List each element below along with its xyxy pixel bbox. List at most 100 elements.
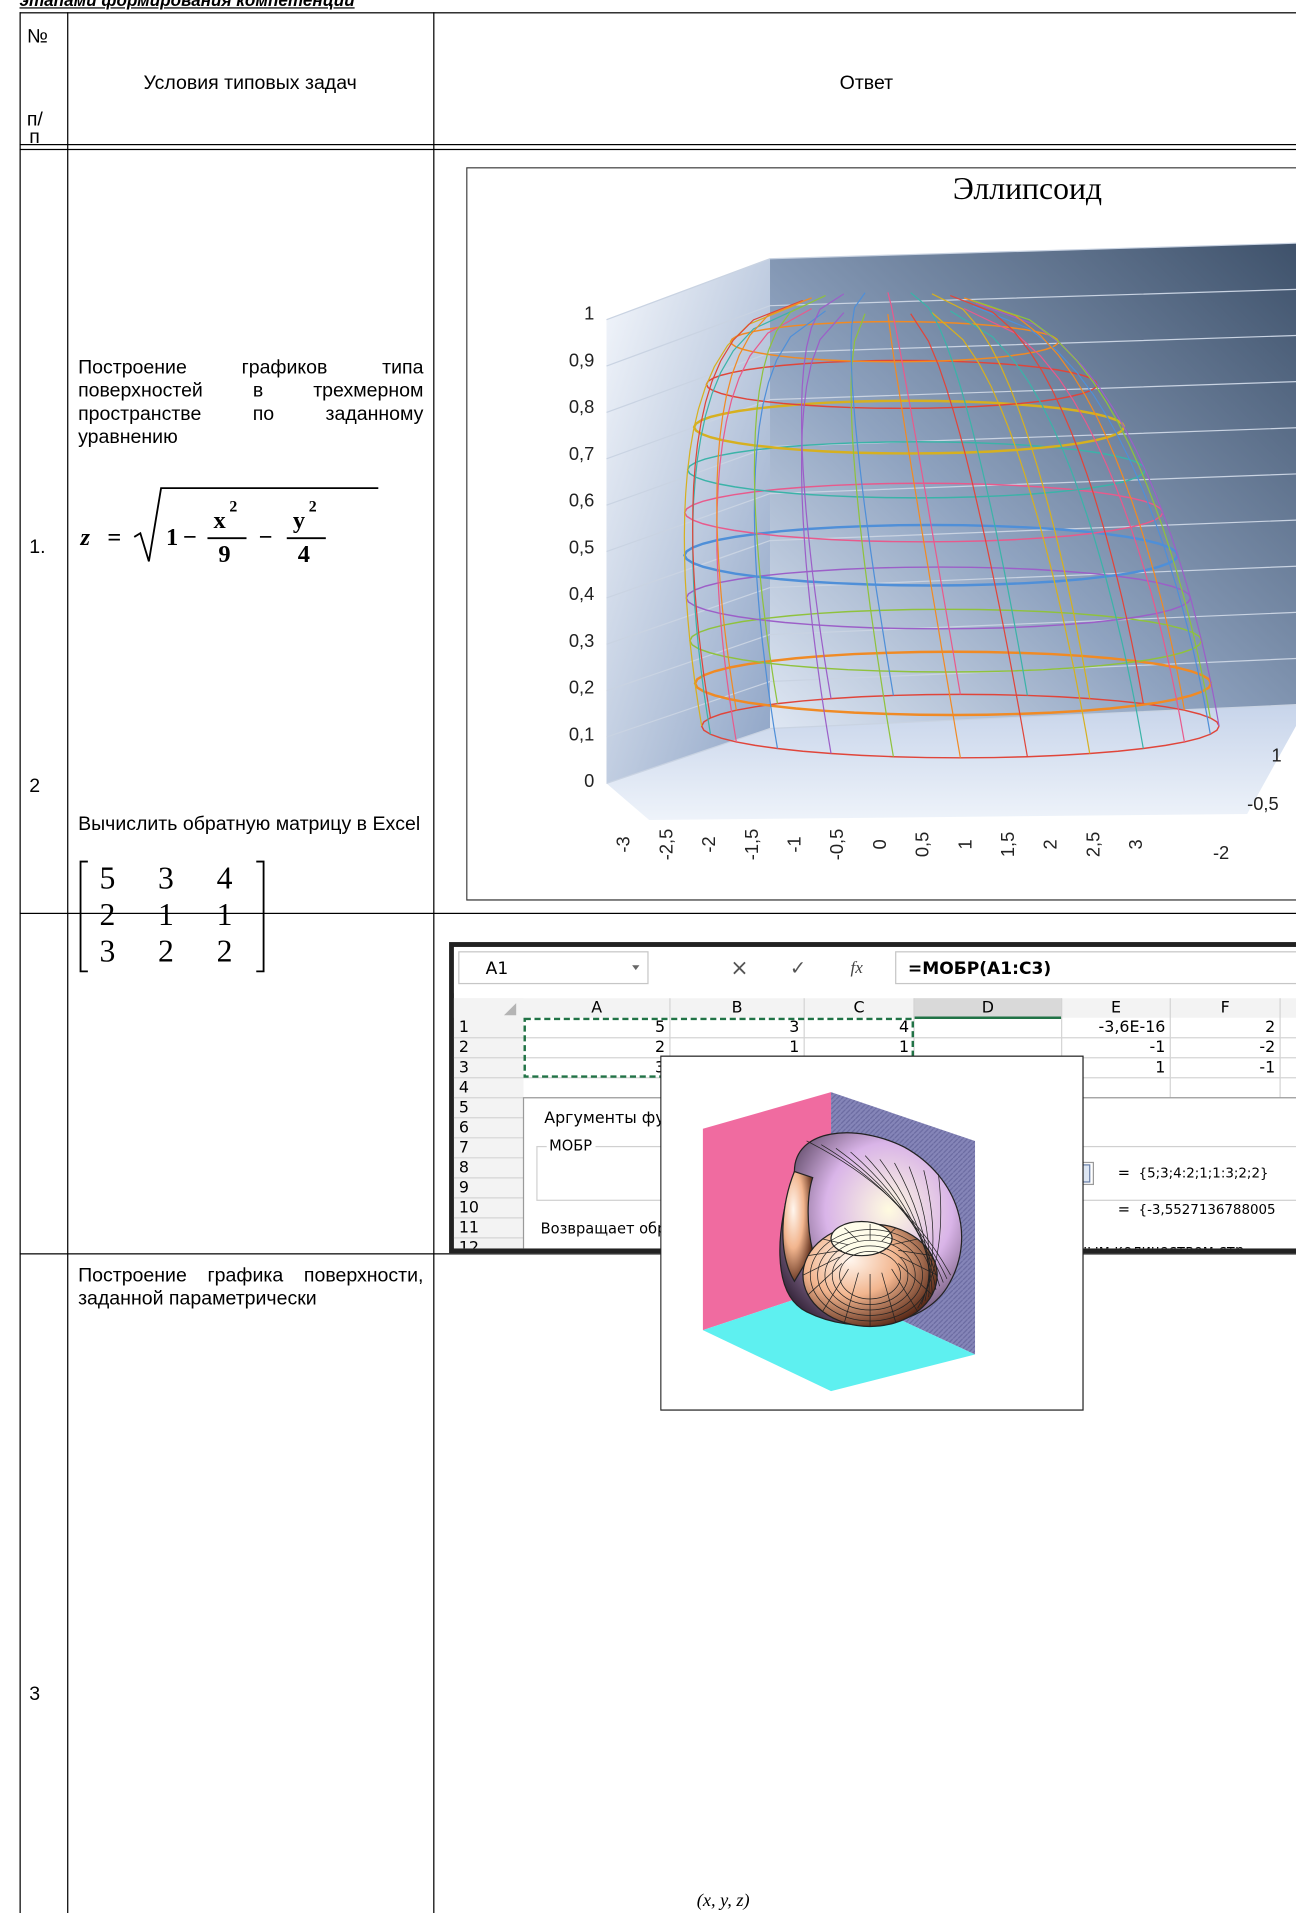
formula-token: = xyxy=(107,524,121,551)
formula-token: 4 xyxy=(298,541,310,568)
matrix-entry: 3 xyxy=(158,860,174,895)
cell: 3 xyxy=(789,1017,799,1036)
mesh-meridian xyxy=(910,313,1028,757)
enter-button: ✓ xyxy=(790,956,806,979)
matrix-entry: 5 xyxy=(99,860,115,895)
x-tick-label: 1 xyxy=(954,839,975,849)
mesh-meridian xyxy=(931,312,1091,754)
z-tick-label: 0,6 xyxy=(569,490,594,511)
column-header: F xyxy=(1221,997,1230,1016)
cell: 4 xyxy=(899,1017,909,1036)
z-tick-label: 1 xyxy=(584,303,594,324)
row-header: 12 xyxy=(459,1237,479,1253)
column-header: C xyxy=(854,997,865,1016)
column-header: B xyxy=(732,997,743,1016)
name-box-text: A1 xyxy=(486,959,509,979)
table-border xyxy=(19,1253,1296,1255)
mesh-meridian xyxy=(975,302,1220,727)
dropdown xyxy=(632,965,640,971)
mesh-meridian xyxy=(950,294,1144,704)
y-tick-label: -0,5 xyxy=(1247,793,1279,814)
mesh-meridian xyxy=(683,302,801,727)
column-header: E xyxy=(1111,997,1121,1016)
head-num: п/ xyxy=(26,109,43,131)
z-tick-label: 0,1 xyxy=(569,723,594,744)
row-header: 1 xyxy=(459,1017,469,1036)
cell: 2 xyxy=(655,1037,665,1056)
x-tick-label: -0,5 xyxy=(826,829,847,861)
grid-line xyxy=(606,381,1296,460)
row-header: 7 xyxy=(459,1137,469,1156)
z-tick-label: 0,4 xyxy=(569,583,594,604)
table-border xyxy=(19,143,1296,146)
row-header: 6 xyxy=(459,1117,469,1136)
mesh-meridian xyxy=(753,310,826,749)
cell: 1 xyxy=(1155,1057,1165,1076)
mesh-meridian xyxy=(692,299,804,718)
grid-line xyxy=(606,519,1296,599)
group-label: МОБР xyxy=(549,1138,592,1155)
y-tick-label: -2 xyxy=(1213,842,1229,863)
table-border xyxy=(19,12,21,1913)
x-tick-label: -2,5 xyxy=(655,829,676,861)
mesh-meridian xyxy=(910,292,1028,696)
torus-grid xyxy=(802,1256,840,1276)
back-wall xyxy=(770,243,1296,729)
selected-column-header xyxy=(914,998,1062,1018)
x-tick-label: 2,5 xyxy=(1082,832,1103,857)
matrix-entry: 1 xyxy=(158,897,174,932)
x-tick-label: 0 xyxy=(869,839,890,849)
table-border xyxy=(433,12,435,1913)
row-header: 11 xyxy=(459,1217,479,1236)
formula: z = 1 − x 2 9 − y 2 4 xyxy=(80,487,379,568)
cell: -1 xyxy=(1259,1057,1275,1076)
formula-input xyxy=(895,951,1296,985)
x-tick-label: -1,5 xyxy=(741,829,762,861)
mesh-meridian xyxy=(801,312,845,754)
x-tick-label: -1 xyxy=(783,836,804,852)
surface-image xyxy=(660,1055,1084,1411)
formula-text: =МОБР(A1:C3) xyxy=(908,959,1051,979)
radical xyxy=(133,487,379,562)
x-tick-label: -2 xyxy=(698,836,719,852)
result: {-3,5527136788005 xyxy=(1139,1203,1276,1218)
z-tick-label: 0,5 xyxy=(569,536,594,557)
torus-grid xyxy=(844,1272,859,1323)
formula-token: 9 xyxy=(218,541,230,568)
column-header: D xyxy=(982,997,994,1016)
row-header: 3 xyxy=(459,1057,469,1076)
name-box xyxy=(458,951,649,985)
torus-grid xyxy=(881,1272,897,1323)
bracket xyxy=(256,860,265,973)
torus-grid xyxy=(881,1227,897,1242)
head-num: № xyxy=(26,26,48,48)
arg-result: {5;3;4:2;1;1:3;2;2} xyxy=(1139,1166,1269,1181)
row-header: 10 xyxy=(459,1197,479,1216)
task-text: Построение графика поверхности, заданной… xyxy=(78,1265,424,1310)
eq-sign: = xyxy=(1118,1164,1130,1181)
floor xyxy=(606,704,1296,821)
formula-token: z xyxy=(80,524,91,551)
mesh-meridian xyxy=(850,313,894,757)
cell: -1 xyxy=(1150,1037,1166,1056)
x-tick-label: -3 xyxy=(613,836,634,852)
head-num: п xyxy=(29,126,40,148)
torus-grid xyxy=(891,1238,918,1246)
grid-line xyxy=(606,334,1296,414)
mesh-meridian xyxy=(887,292,961,695)
cell: -3,6E-16 xyxy=(1099,1017,1166,1036)
task-text: Построение графиков типа поверхностей в … xyxy=(78,357,424,448)
cell: 5 xyxy=(655,1017,665,1036)
table-border xyxy=(19,12,1296,14)
grid-line xyxy=(606,288,1296,367)
formula-token: x xyxy=(214,507,227,534)
row-header-bar xyxy=(453,998,524,1249)
z-tick-label: 0 xyxy=(584,770,594,791)
matrix-entry: 1 xyxy=(217,897,233,932)
table-border xyxy=(67,12,69,1913)
bracket xyxy=(79,860,88,973)
formula-token: 1 xyxy=(166,524,178,551)
x-tick-label: 0,5 xyxy=(912,832,933,857)
corner xyxy=(503,1003,517,1016)
